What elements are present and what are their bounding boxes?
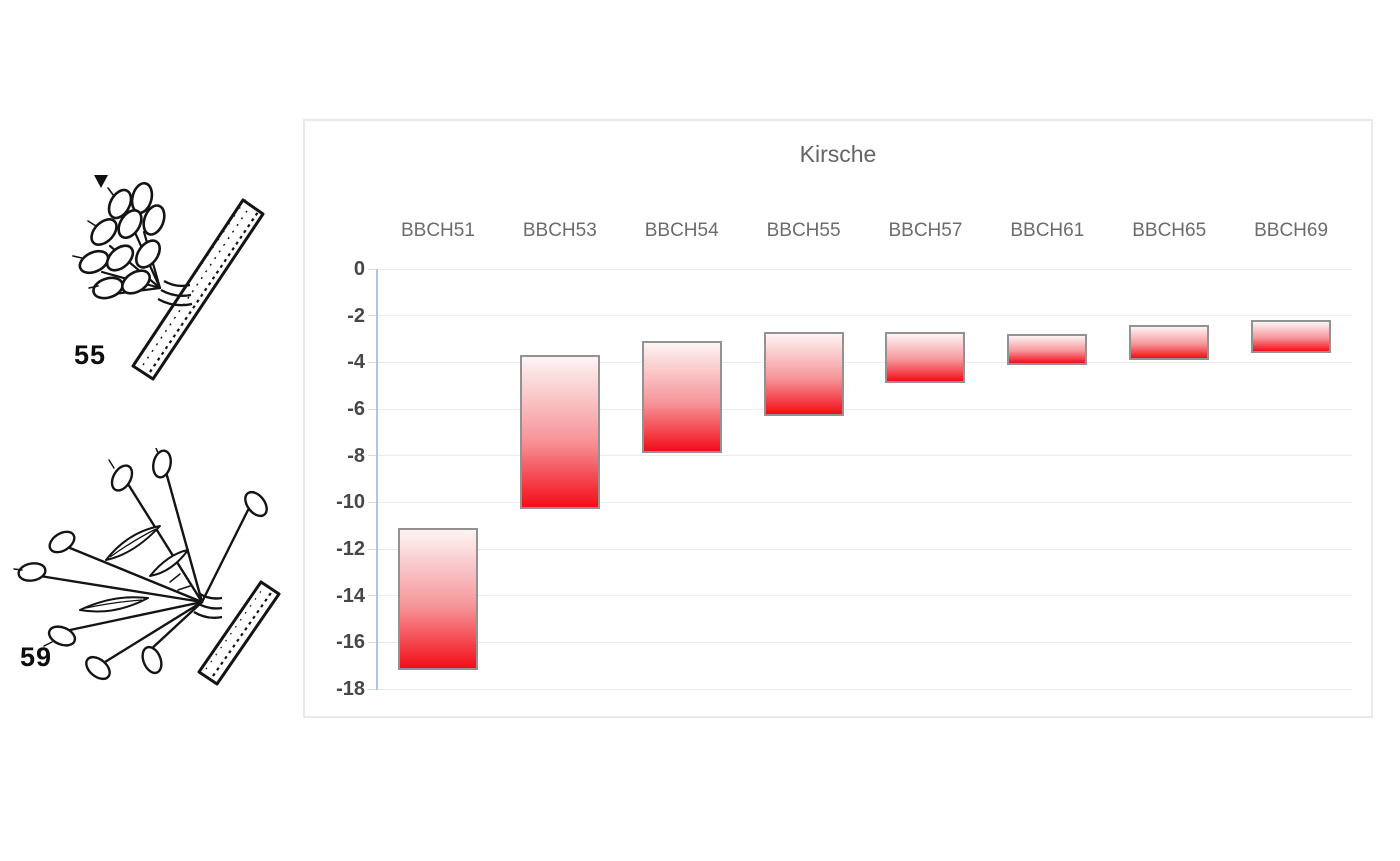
axis-tick <box>368 361 377 363</box>
axis-tick <box>368 408 377 410</box>
range-bar <box>519 355 600 510</box>
category-label: BBCH53 <box>522 220 597 241</box>
chart-title: Kirsche <box>799 141 877 167</box>
gridline <box>377 641 1352 643</box>
axis-tick <box>368 548 377 550</box>
chart-panel: Kirsche 0 -2 -4 -6 -8 -10 -12 -14 -16 -18 BBCH51 BB… <box>303 119 1373 718</box>
bbch59-figure: 59 <box>10 447 300 708</box>
bbch55-figure: 55 <box>48 162 278 402</box>
axis-tick <box>368 501 377 503</box>
gridline <box>377 501 1352 503</box>
axis-tick <box>368 688 377 690</box>
bud-cluster-55-illustration <box>72 175 265 381</box>
y-axis-tick-label: -10 <box>336 491 365 514</box>
category-label: BBCH54 <box>644 220 719 241</box>
range-bar <box>641 341 722 454</box>
bbch55-stage-label: 55 <box>74 340 107 370</box>
axis-tick <box>368 268 377 270</box>
axis-tick <box>368 315 377 317</box>
y-axis-line <box>376 269 378 690</box>
y-axis-tick-label: -6 <box>347 398 365 420</box>
category-label: BBCH51 <box>400 220 475 241</box>
gridline <box>377 361 1352 363</box>
gridline <box>377 595 1352 597</box>
y-axis-tick-label: -2 <box>347 304 365 327</box>
y-axis-tick-label: -14 <box>336 584 365 607</box>
category-label: BBCH69 <box>1254 220 1329 241</box>
bud-cluster-59-illustration <box>13 447 281 686</box>
category-label: BBCH65 <box>1132 220 1207 241</box>
axis-tick <box>368 641 377 643</box>
range-bar <box>763 332 844 416</box>
y-axis-tick-label: -8 <box>347 444 365 467</box>
y-axis-tick-label: -16 <box>336 631 365 654</box>
axis-tick <box>368 455 377 457</box>
y-axis-tick-label: -4 <box>347 351 365 374</box>
axis-tick <box>368 595 377 597</box>
range-bar <box>1251 320 1332 353</box>
gridline <box>377 315 1352 317</box>
range-bar <box>1129 325 1210 360</box>
y-axis-tick-label: -18 <box>336 678 365 700</box>
gridline <box>377 548 1352 550</box>
range-bar <box>1007 334 1088 365</box>
gridline <box>377 688 1352 690</box>
category-label: BBCH55 <box>766 220 841 241</box>
gridline <box>377 268 1352 270</box>
bud-marker-arrow-icon <box>94 175 108 188</box>
category-label: BBCH61 <box>1010 220 1085 241</box>
bbch59-stage-label: 59 <box>20 642 53 672</box>
y-axis-tick-label: 0 <box>353 258 365 280</box>
range-bar <box>885 332 966 384</box>
range-bar <box>397 528 478 671</box>
y-axis-tick-label: -12 <box>336 538 365 560</box>
gridline <box>377 408 1352 410</box>
category-label: BBCH57 <box>888 220 963 241</box>
plot-area: 0 -2 -4 -6 -8 -10 -12 -14 -16 -18 BBCH51 BBCH53 BBCH… <box>305 121 1371 716</box>
gridline <box>377 455 1352 457</box>
